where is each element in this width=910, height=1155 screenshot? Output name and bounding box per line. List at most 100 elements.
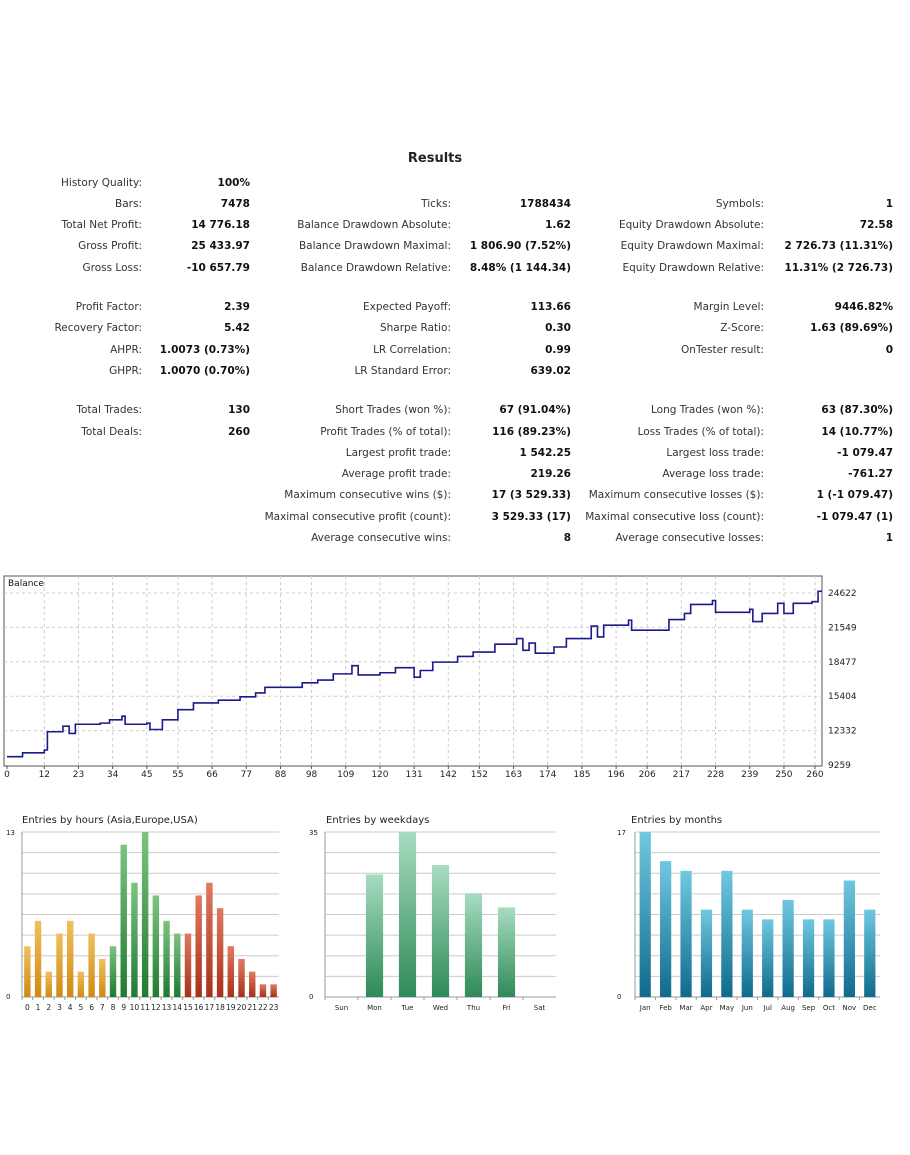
bar-x-tick-label: Apr <box>700 1004 712 1012</box>
bar <box>464 893 483 997</box>
bar <box>270 984 277 997</box>
bar <box>109 946 117 997</box>
bar <box>431 865 450 997</box>
balance-x-tick-label: 142 <box>440 770 457 780</box>
stat-value: 72.58 <box>859 219 893 231</box>
bar <box>195 895 202 997</box>
stat-value: 7478 <box>220 198 250 210</box>
bar-x-tick-label: 12 <box>151 1003 161 1012</box>
balance-y-tick-label: 18477 <box>828 658 857 668</box>
bar <box>639 832 651 997</box>
balance-y-tick-label: 24622 <box>828 589 857 599</box>
bar-x-tick-label: Sat <box>534 1004 546 1012</box>
balance-plot-area <box>3 575 823 767</box>
bar-x-tick-label: 17 <box>205 1003 215 1012</box>
bar-x-tick-label: Jun <box>741 1004 753 1012</box>
balance-x-tick-label: 228 <box>707 770 724 780</box>
bar-x-tick-label: Mon <box>367 1004 382 1012</box>
balance-x-tick-label: 196 <box>608 770 625 780</box>
stat-label: Ticks: <box>421 198 451 210</box>
bar-x-tick-label: 16 <box>194 1003 204 1012</box>
bar <box>823 919 835 997</box>
bar-x-tick-label: Jul <box>762 1004 772 1012</box>
stat-label: Loss Trades (% of total): <box>637 426 764 438</box>
bar-x-tick-label: Dec <box>863 1004 877 1012</box>
bar-x-tick-label: 4 <box>68 1003 73 1012</box>
stat-value: 2.39 <box>224 301 250 313</box>
stat-value: 1.0070 (0.70%) <box>159 365 250 377</box>
bar <box>249 971 256 997</box>
bar-x-tick-label: Jan <box>639 1004 651 1012</box>
balance-x-tick-label: 66 <box>206 770 218 780</box>
bar-x-tick-label: 8 <box>111 1003 116 1012</box>
stat-label: OnTester result: <box>681 344 764 356</box>
bar <box>741 909 753 997</box>
stat-label: AHPR: <box>110 344 142 356</box>
bar <box>259 984 267 997</box>
bar <box>131 882 138 997</box>
bar-x-tick-label: 18 <box>215 1003 225 1012</box>
bar <box>843 880 855 997</box>
stat-value: 1 806.90 (7.52%) <box>469 240 571 252</box>
bar-y-tick-label: 13 <box>6 829 15 837</box>
stat-label: Short Trades (won %): <box>335 404 451 416</box>
stat-value: 8 <box>563 532 571 544</box>
bar <box>120 844 127 997</box>
stat-value: 116 (89.23%) <box>492 426 571 438</box>
balance-x-tick-label: 98 <box>306 770 318 780</box>
balance-x-tick-label: 163 <box>505 770 522 780</box>
balance-y-tick-label: 9259 <box>828 761 851 771</box>
bar-x-tick-label: Nov <box>843 1004 857 1012</box>
stat-label: Gross Profit: <box>78 240 142 252</box>
stat-value: 2 726.73 (11.31%) <box>784 240 893 252</box>
stat-label: Largest profit trade: <box>345 447 451 459</box>
stat-value: 1.62 <box>545 219 571 231</box>
bar <box>152 895 160 997</box>
stat-label: Total Deals: <box>81 426 142 438</box>
bar <box>497 907 516 997</box>
stat-label: Gross Loss: <box>82 262 143 274</box>
stat-label: Sharpe Ratio: <box>379 322 451 334</box>
bar-x-tick-label: 7 <box>100 1003 105 1012</box>
stat-value: 260 <box>228 426 250 438</box>
stat-value: 0.99 <box>545 344 571 356</box>
bar-x-tick-label: Wed <box>433 1004 448 1012</box>
bar <box>77 971 85 997</box>
stat-label: Largest loss trade: <box>666 447 764 459</box>
bar-x-tick-label: Sun <box>335 1004 348 1012</box>
stat-value: 1 (-1 079.47) <box>816 489 893 501</box>
bar-x-tick-label: 23 <box>269 1003 279 1012</box>
balance-x-tick-label: 260 <box>806 770 823 780</box>
balance-y-tick-label: 12332 <box>828 727 857 737</box>
bar <box>45 971 52 997</box>
bar <box>762 919 774 997</box>
bar-y-tick-label: 0 <box>309 993 313 1001</box>
stat-value: -1 079.47 (1) <box>816 511 893 523</box>
balance-x-tick-label: 55 <box>172 770 183 780</box>
bar <box>864 909 876 997</box>
bar-x-tick-label: 11 <box>140 1003 150 1012</box>
balance-x-tick-label: 206 <box>639 770 656 780</box>
stat-label: Maximal consecutive profit (count): <box>264 511 451 523</box>
stat-value: 1 <box>885 198 893 210</box>
bar-x-tick-label: Feb <box>659 1004 672 1012</box>
stat-label: Balance Drawdown Relative: <box>300 262 451 274</box>
stat-label: Profit Factor: <box>75 301 142 313</box>
bar-y-tick-label: 0 <box>617 993 621 1001</box>
balance-x-tick-label: 77 <box>241 770 252 780</box>
stat-label: Recovery Factor: <box>54 322 142 334</box>
stat-value: 9446.82% <box>834 301 893 313</box>
stat-label: Average profit trade: <box>341 468 451 480</box>
bar-y-tick-label: 0 <box>6 993 10 1001</box>
balance-x-tick-label: 185 <box>573 770 590 780</box>
bar-x-tick-label: Tue <box>401 1004 414 1012</box>
bar <box>365 874 384 997</box>
balance-x-tick-label: 239 <box>741 770 758 780</box>
stat-value: 0.30 <box>545 322 571 334</box>
balance-x-tick-label: 88 <box>275 770 287 780</box>
stat-value: 219.26 <box>530 468 571 480</box>
balance-line <box>7 590 823 758</box>
bar-x-tick-label: 0 <box>25 1003 30 1012</box>
bar-x-tick-label: Thu <box>466 1004 480 1012</box>
bar <box>66 920 74 997</box>
